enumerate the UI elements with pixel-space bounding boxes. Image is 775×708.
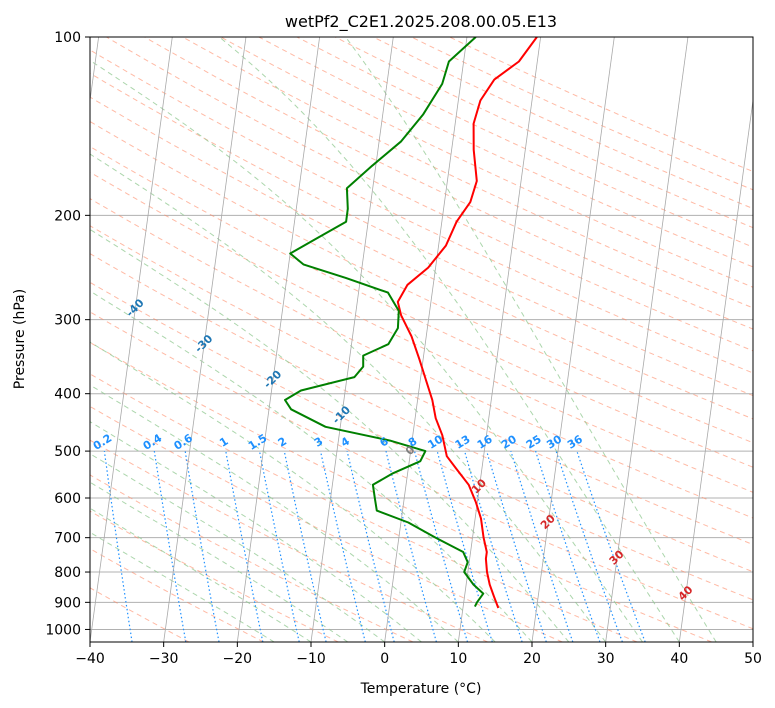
temperature-line bbox=[396, 37, 538, 609]
mixing-ratio-line bbox=[225, 450, 264, 642]
y-tick-label: 300 bbox=[54, 313, 81, 329]
dry-adiabat bbox=[106, 37, 753, 352]
plot-frame bbox=[89, 36, 754, 643]
x-tick-label: −10 bbox=[296, 651, 326, 667]
dry-adiabat bbox=[90, 171, 753, 493]
moist-adiabat bbox=[90, 153, 607, 642]
axes-layer: −40 −30 −20 −10 0 10 20 30 40 50 100 200 300 400 500 60… bbox=[45, 30, 762, 667]
skewed-isotherm bbox=[310, 37, 394, 642]
y-axis-label: Pressure (hPa) bbox=[12, 289, 28, 389]
dry-adiabat bbox=[144, 37, 753, 330]
mixing-ratio-line bbox=[555, 450, 623, 642]
moist-adiabat bbox=[218, 37, 680, 642]
dry-adiabat bbox=[449, 37, 753, 173]
skewed-isotherm bbox=[531, 37, 615, 642]
mixing-ratio-line bbox=[153, 451, 187, 642]
y-tick-label: 900 bbox=[54, 595, 81, 611]
sounding-traces bbox=[284, 37, 538, 609]
skewed-isotherms bbox=[90, 37, 753, 642]
dry-adiabat bbox=[90, 373, 638, 642]
skewed-isotherm bbox=[457, 37, 542, 642]
y-tick-label: 500 bbox=[54, 444, 81, 460]
x-tick-label: 50 bbox=[744, 651, 762, 667]
dry-adiabat bbox=[411, 37, 753, 191]
dry-adiabat bbox=[90, 341, 712, 642]
mixing-ratio-line bbox=[319, 450, 366, 642]
dry-adiabat bbox=[334, 37, 753, 229]
skewed-isotherm bbox=[678, 97, 753, 642]
y-tick-label: 400 bbox=[54, 387, 81, 403]
x-tick-label: 0 bbox=[380, 651, 389, 667]
x-tick-label: 10 bbox=[449, 651, 467, 667]
dry-adiabats bbox=[90, 37, 753, 642]
x-tick-label: −30 bbox=[149, 651, 179, 667]
mixing-ratio-line bbox=[535, 450, 601, 642]
y-tick-label: 1000 bbox=[45, 622, 81, 638]
dry-adiabat bbox=[220, 37, 753, 288]
skewed-isotherm bbox=[384, 37, 468, 642]
mixing-ratio-line bbox=[510, 450, 574, 642]
plot-area: 0.10.20.40.611.52346810131620253036-100-… bbox=[90, 37, 753, 642]
dry-adiabat bbox=[90, 311, 753, 630]
dry-adiabat bbox=[90, 225, 753, 546]
mixing-ratio-line bbox=[385, 450, 437, 642]
skewed-isotherm bbox=[236, 37, 321, 642]
dry-adiabat bbox=[90, 510, 339, 642]
dry-adiabat bbox=[90, 474, 414, 642]
mixing-ratio-line bbox=[283, 450, 327, 642]
y-tick-label: 600 bbox=[54, 491, 81, 507]
mixing-ratio-line bbox=[576, 450, 646, 642]
chart-title: wetPf2_C2E1.2025.208.00.05.E13 bbox=[285, 12, 557, 32]
x-tick-label: −20 bbox=[223, 651, 253, 667]
mixing-ratio-line bbox=[413, 450, 469, 642]
moist-adiabat bbox=[90, 453, 385, 642]
x-tick-label: 40 bbox=[670, 651, 688, 667]
dry-adiabat bbox=[90, 96, 753, 420]
x-axis-label: Temperature (°C) bbox=[360, 681, 482, 697]
moist-adiabat bbox=[90, 507, 312, 642]
moist-adiabat bbox=[90, 228, 570, 642]
mixing-ratio-line bbox=[184, 451, 220, 642]
y-tick-label: 700 bbox=[54, 531, 81, 547]
mixing-ratio-lines bbox=[103, 450, 646, 642]
mixing-ratio-line bbox=[486, 450, 547, 642]
x-tick-label: 30 bbox=[597, 651, 615, 667]
y-tick-label: 200 bbox=[54, 208, 81, 224]
dry-adiabat bbox=[90, 49, 753, 374]
dewpoint-line bbox=[284, 37, 485, 608]
mixing-ratio-line bbox=[346, 450, 395, 642]
x-tick-label: −40 bbox=[75, 651, 105, 667]
y-tick-label: 800 bbox=[54, 565, 81, 581]
skewed-isotherm bbox=[605, 37, 689, 642]
mixing-ratio-line bbox=[103, 451, 133, 642]
mixing-ratio-line bbox=[436, 450, 493, 642]
y-tick-label: 100 bbox=[54, 30, 81, 46]
moist-adiabats bbox=[90, 37, 717, 642]
x-tick-label: 20 bbox=[523, 651, 541, 667]
dry-adiabat bbox=[90, 72, 753, 397]
dry-adiabat bbox=[90, 120, 753, 444]
skewed-isotherm bbox=[163, 37, 247, 642]
moist-adiabat bbox=[345, 37, 717, 642]
moist-adiabat bbox=[90, 421, 422, 642]
mixing-ratio-line bbox=[258, 450, 300, 642]
mixing-ratio-line bbox=[464, 450, 523, 642]
skewed-isotherm bbox=[90, 37, 173, 642]
